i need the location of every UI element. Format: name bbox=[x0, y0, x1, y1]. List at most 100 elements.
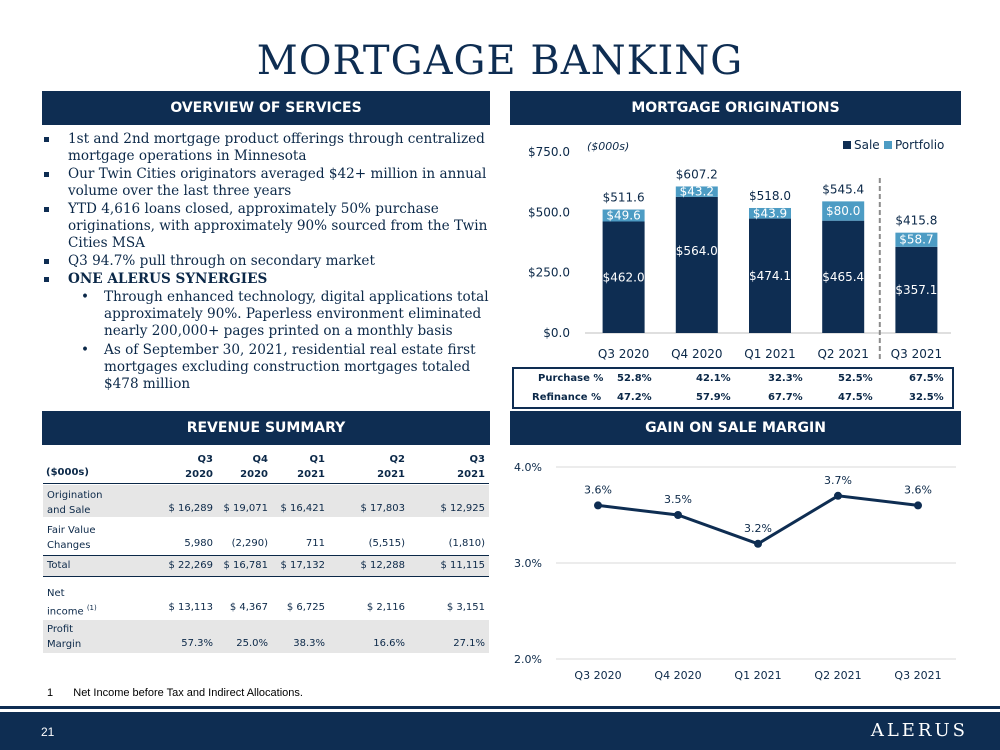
page-title: MORTGAGE BANKING bbox=[256, 38, 744, 84]
table-cell: $ 6,725 bbox=[286, 602, 325, 613]
footer-bar bbox=[0, 712, 1000, 750]
table-row: Total $ 22,269 $ 16,781 $ 17,132 $ 12,28… bbox=[43, 555, 489, 577]
square-bullet-icon bbox=[44, 277, 49, 282]
column-header-quarter: Q4 bbox=[252, 454, 268, 465]
portfolio-data-label: $80.0 bbox=[826, 204, 860, 218]
alerus-logo: ALERUS bbox=[870, 720, 968, 741]
portfolio-data-label: $58.7 bbox=[899, 233, 933, 247]
purchase-value: 52.8% bbox=[617, 373, 652, 384]
y-tick-label: $250.0 bbox=[528, 266, 570, 280]
table-cell: $ 12,288 bbox=[360, 560, 405, 571]
purchase-label: Purchase % bbox=[538, 373, 604, 384]
margin-point bbox=[754, 539, 762, 548]
x-tick-label: Q4 2020 bbox=[671, 347, 722, 361]
footnote-text: Net Income before Tax and Indirect Alloc… bbox=[73, 687, 303, 699]
revenue-header-row: ($000s) Q3 2020 Q4 2020 Q1 2021 Q2 2021 Q3 20… bbox=[43, 452, 489, 484]
margin-point bbox=[674, 511, 682, 519]
x-tick-label: Q3 2021 bbox=[891, 347, 942, 361]
total-data-label: $415.8 bbox=[895, 214, 937, 228]
portfolio-data-label: $43.2 bbox=[680, 185, 714, 199]
sale-bar bbox=[895, 246, 938, 333]
table-cell: (5,515) bbox=[368, 538, 405, 549]
column-header: Q1 2021 bbox=[283, 452, 325, 482]
refinance-label: Refinance % bbox=[532, 392, 602, 403]
table-cell: $ 13,113 bbox=[168, 602, 213, 613]
bullet-item: ONE ALERUS SYNERGIES bbox=[44, 271, 490, 288]
purchase-refinance-table: Purchase % 52.8% 42.1% 32.3% 52.5% 67.5%… bbox=[512, 367, 954, 409]
total-data-label: $607.2 bbox=[676, 167, 718, 181]
row-label: Origination and Sale bbox=[47, 488, 103, 518]
y-tick-label: 4.0% bbox=[514, 461, 542, 474]
total-data-label: $511.6 bbox=[603, 191, 645, 205]
header-divider bbox=[43, 483, 489, 484]
margin-data-label: 3.2% bbox=[744, 522, 772, 535]
sale-data-label: $465.4 bbox=[822, 270, 864, 284]
portfolio-data-label: $43.9 bbox=[753, 206, 787, 220]
row-label-line: Net bbox=[47, 588, 65, 599]
table-cell: 27.1% bbox=[453, 638, 485, 649]
footnote-number: 1 bbox=[47, 687, 54, 699]
sub-bullet-text: As of September 30, 2021, residential re… bbox=[104, 342, 476, 392]
bullet-text: ONE ALERUS SYNERGIES bbox=[68, 271, 268, 287]
table-cell: (2,290) bbox=[231, 538, 268, 549]
table-cell: 57.3% bbox=[181, 638, 213, 649]
portfolio-bar bbox=[749, 207, 791, 219]
bullet-item: Q3 94.7% pull through on secondary marke… bbox=[44, 253, 490, 270]
column-header-year: 2021 bbox=[377, 469, 405, 480]
table-cell: $ 16,781 bbox=[223, 560, 268, 571]
column-header: Q2 2021 bbox=[363, 452, 405, 482]
margin-line bbox=[597, 494, 919, 546]
x-tick-label: Q1 2021 bbox=[744, 347, 795, 361]
row-label: Net income (1) bbox=[47, 586, 97, 619]
sale-bar bbox=[602, 221, 645, 333]
sale-bar bbox=[749, 218, 791, 333]
purchase-row: Purchase % 52.8% 42.1% 32.3% 52.5% 67.5% bbox=[514, 370, 952, 388]
page-number: 21 bbox=[41, 725, 55, 739]
portfolio-bar bbox=[895, 232, 938, 247]
table-cell: 25.0% bbox=[236, 638, 268, 649]
sale-data-label: $462.0 bbox=[603, 270, 645, 284]
footnote: 1 Net Income before Tax and Indirect All… bbox=[47, 687, 303, 699]
sale-bar bbox=[822, 220, 865, 333]
bullet-text: Our Twin Cities originators averaged $42… bbox=[68, 166, 487, 199]
footer-divider bbox=[0, 706, 1000, 709]
overview-header-label: OVERVIEW OF SERVICES bbox=[170, 100, 362, 116]
column-header-quarter: Q2 bbox=[389, 454, 405, 465]
bullet-item: YTD 4,616 loans closed, approximately 50… bbox=[44, 201, 490, 252]
refinance-row: Refinance % 47.2% 57.9% 67.7% 47.5% 32.5… bbox=[514, 389, 952, 407]
table-cell: 711 bbox=[305, 538, 325, 549]
dot-bullet-icon: • bbox=[81, 289, 90, 305]
overview-bullets: 1st and 2nd mortgage product offerings t… bbox=[44, 131, 490, 395]
row-label-line: Margin bbox=[47, 639, 82, 650]
overview-header: OVERVIEW OF SERVICES bbox=[42, 91, 490, 125]
refinance-value: 67.7% bbox=[768, 392, 803, 403]
portfolio-bar bbox=[602, 209, 645, 222]
unit-note: ($000s) bbox=[587, 140, 629, 153]
sub-bullet-item: • Through enhanced technology, digital ap… bbox=[44, 289, 490, 340]
gain-header: GAIN ON SALE MARGIN bbox=[510, 411, 961, 445]
column-header-quarter: Q1 bbox=[309, 454, 325, 465]
row-label-line: Changes bbox=[47, 540, 91, 551]
column-header-quarter: Q3 bbox=[197, 454, 213, 465]
sale-bar bbox=[675, 196, 718, 333]
originations-chart: $0.0 $250.0 $500.0 $750.0 ($000s) Sale Portfol… bbox=[528, 138, 951, 361]
revenue-header: REVENUE SUMMARY bbox=[42, 411, 490, 445]
bullet-text: 1st and 2nd mortgage product offerings t… bbox=[68, 131, 485, 164]
bullet-item: 1st and 2nd mortgage product offerings t… bbox=[44, 131, 490, 165]
row-label-line: Origination bbox=[47, 490, 103, 501]
table-cell: $ 3,151 bbox=[446, 602, 485, 613]
dot-bullet-icon: • bbox=[81, 342, 90, 358]
table-cell: 38.3% bbox=[293, 638, 325, 649]
column-header-quarter: Q3 bbox=[469, 454, 485, 465]
table-row: Profit Margin 57.3% 25.0% 38.3% 16.6% 27.… bbox=[43, 620, 489, 653]
table-cell: $ 16,289 bbox=[168, 503, 213, 514]
column-header-year: 2021 bbox=[457, 469, 485, 480]
sale-data-label: $357.1 bbox=[895, 283, 937, 297]
total-data-label: $518.0 bbox=[749, 189, 791, 203]
sale-data-label: $474.1 bbox=[749, 269, 791, 283]
row-label-line: Fair Value bbox=[47, 525, 96, 536]
y-tick-label: $0.0 bbox=[543, 326, 570, 340]
unit-label: ($000s) bbox=[46, 467, 89, 478]
table-cell: (1,810) bbox=[448, 538, 485, 549]
y-tick-label: $750.0 bbox=[528, 145, 570, 159]
